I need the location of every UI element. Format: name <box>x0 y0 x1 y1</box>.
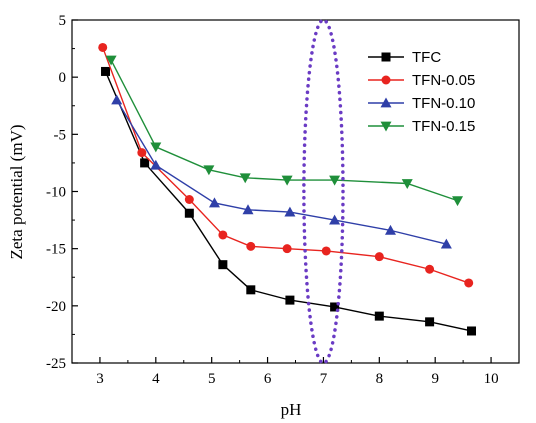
y-tick-label: -20 <box>46 299 66 315</box>
legend-marker <box>381 52 391 62</box>
y-tick-label: 0 <box>59 70 67 86</box>
series-line <box>102 47 469 284</box>
data-point <box>246 241 256 251</box>
data-point <box>281 175 293 186</box>
legend-label: TFN-0.10 <box>412 95 475 112</box>
data-point <box>246 285 256 295</box>
x-tick-label: 5 <box>208 371 216 387</box>
series-line <box>104 71 472 332</box>
x-tick-label: 10 <box>484 371 499 387</box>
legend: TFC TFN-0.05 TFN-0.10 TFN-0.15 <box>368 49 475 135</box>
x-tick-label: 8 <box>376 371 384 387</box>
legend-marker <box>381 75 391 85</box>
y-tick-label: 5 <box>59 13 67 29</box>
data-point <box>467 326 477 336</box>
legend-item: TFN-0.05 <box>368 72 475 89</box>
x-tick-label: 3 <box>96 371 104 387</box>
data-point <box>285 295 295 305</box>
data-point <box>218 230 228 240</box>
data-point <box>242 204 254 215</box>
x-tick-label: 9 <box>431 371 439 387</box>
data-point <box>330 302 340 312</box>
data-point <box>98 42 108 52</box>
x-axis-title: pH <box>281 400 302 419</box>
axes: 3 4 5 6 7 8 9 10 5 0 -5 -10 -15 -20 -25 <box>46 13 520 387</box>
series-tfn-0-10 <box>111 94 452 249</box>
data-point <box>101 66 111 76</box>
y-tick-label: -10 <box>46 185 66 201</box>
x-tick-label: 4 <box>152 371 160 387</box>
data-point <box>184 208 194 218</box>
data-point <box>329 175 341 186</box>
data-point <box>464 278 474 288</box>
data-point <box>425 264 435 274</box>
data-point <box>384 224 396 235</box>
data-point <box>321 246 331 256</box>
legend-item: TFN-0.15 <box>368 118 475 135</box>
data-point <box>208 197 220 208</box>
y-tick-label: -25 <box>46 356 66 372</box>
series-line <box>116 99 447 245</box>
series-line <box>110 59 458 202</box>
data-point <box>137 148 147 158</box>
data-point <box>140 158 150 168</box>
data-point <box>203 165 215 176</box>
series-tfn-0-15 <box>105 55 464 207</box>
legend-item: TFN-0.10 <box>368 95 475 112</box>
series-tfn-0-05 <box>98 42 474 288</box>
data-point <box>425 317 435 327</box>
data-point <box>374 252 384 262</box>
data-point <box>329 214 341 225</box>
data-point <box>150 159 162 170</box>
highlight-ellipse <box>302 18 345 365</box>
series-tfc <box>101 66 477 336</box>
x-tick-label: 6 <box>264 371 272 387</box>
data-point <box>284 206 296 217</box>
legend-marker <box>380 97 392 108</box>
legend-label: TFC <box>412 49 441 66</box>
legend-label: TFN-0.05 <box>412 72 475 89</box>
y-axis-title: Zeta potential (mV) <box>7 124 26 259</box>
data-point <box>374 311 384 321</box>
data-point <box>282 244 292 254</box>
series-layer <box>98 42 477 336</box>
data-point <box>111 94 123 105</box>
data-point <box>239 173 251 184</box>
legend-item: TFC <box>368 49 441 66</box>
data-point <box>401 179 413 189</box>
data-point <box>440 238 452 249</box>
data-point <box>150 142 162 153</box>
data-point <box>452 196 464 207</box>
x-tick-label: 7 <box>320 371 328 387</box>
data-point <box>105 55 117 66</box>
annotation-layer <box>302 18 345 365</box>
y-tick-label: -15 <box>46 242 66 258</box>
data-point <box>218 260 228 270</box>
legend-marker <box>380 121 392 132</box>
data-point <box>184 195 194 205</box>
legend-label: TFN-0.15 <box>412 118 475 135</box>
y-tick-label: -5 <box>54 127 67 143</box>
